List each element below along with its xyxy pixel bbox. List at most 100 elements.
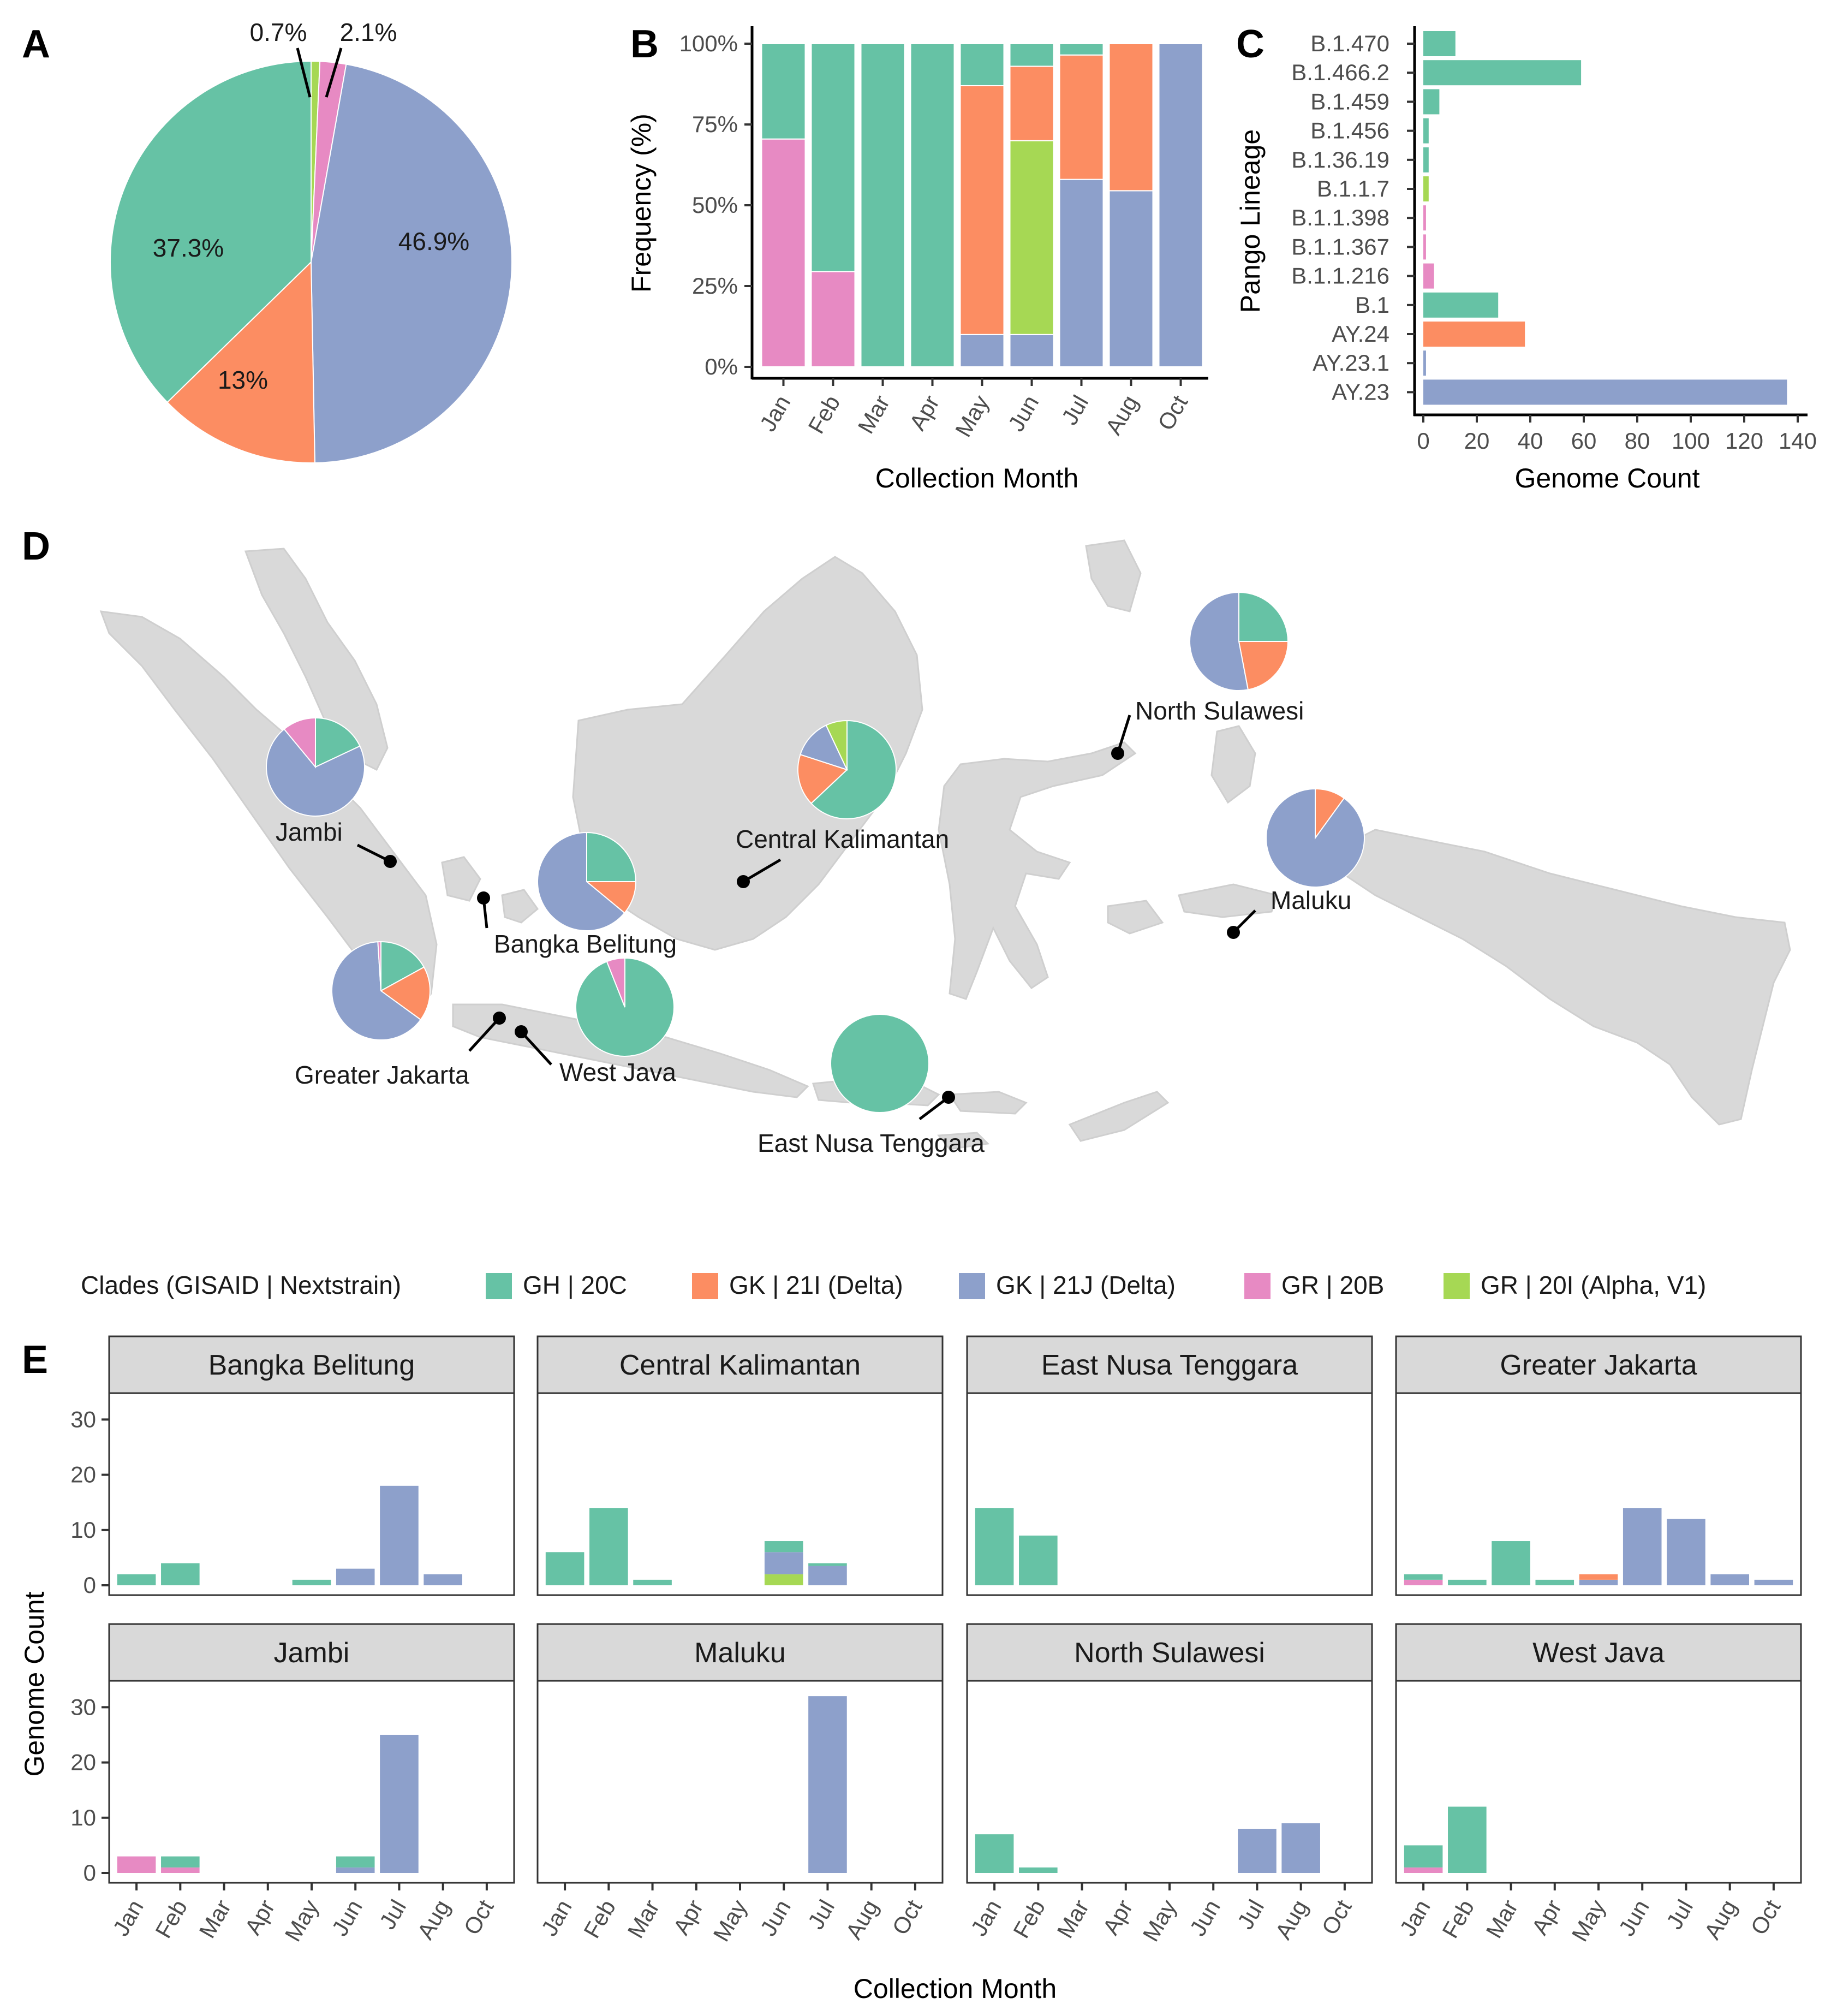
y-tick-b-1-36-19: B.1.36.19 [1291,147,1389,173]
x-tick-maluku-jan: Jan [536,1895,577,1940]
legend-swatch-gr-20i [1444,1273,1470,1299]
panel-letter-a: A [22,22,50,66]
y-tick-jambi-10: 10 [70,1805,96,1830]
facet-plot-area-greater-jakarta [1395,1392,1802,1596]
y-tick-b-1-466-2: B.1.466.2 [1291,60,1389,85]
facet-title-north-sulawesi: North Sulawesi [1074,1637,1265,1669]
bar-jan-gh-20c [761,43,806,140]
bar-mar-gh-20c [860,43,905,367]
facet-west-java: West Java Jan Feb Mar Apr May Jun Jul Aug Oct [1394,1623,1802,1946]
x-tick-60: 60 [1571,428,1597,454]
map-region-jambi: Jambi [266,717,397,868]
land-papua [1330,829,1791,1126]
facet-east-nusa-tenggara: East Nusa Tenggara [966,1335,1373,1596]
facet-title-maluku: Maluku [694,1637,786,1669]
x-tick-maluku-aug: Aug [840,1895,883,1943]
legend-swatch-gr-20b [1244,1273,1271,1299]
bar-feb-gh-20c [810,43,856,272]
bar-jul-gk-21j-delta [1059,179,1104,367]
x-tick-maluku-jun: Jun [755,1895,796,1940]
maluku-marker [1227,926,1240,939]
pie-label-37-3: 37.3% [153,234,224,262]
bar-ay-23 [1423,379,1787,405]
facet-jambi: Jambi Jan Feb Mar Apr May Jun Jul Aug Oct 0 10 20 30 [70,1623,515,1946]
panel-b-stacked-bar-chart: Jan Feb Mar Apr May Jun Jul Aug Oct 0% 25% 50% 75% 10… [626,26,1208,493]
land-flores [948,1091,1028,1115]
bar-north-sulawesi-aug-gk-21j-delta [1281,1823,1320,1873]
bar-b-1-456 [1423,118,1429,144]
x-tick-north-sulawesi-feb: Feb [1008,1895,1050,1942]
facet-strip-central-kalimantan [536,1335,944,1394]
x-tick-jambi-oct: Oct [458,1895,499,1939]
land-halmahera [1210,725,1256,804]
greater-jakarta-leader [468,1017,500,1052]
y-tick-bangka-belitung-10: 10 [70,1517,96,1543]
greater-jakarta-label: Greater Jakarta [295,1061,469,1089]
land-malay-peninsula [244,548,389,771]
panel-e-x-axis-title: Collection Month [854,1973,1057,2004]
east-nusa-tenggara-label: East Nusa Tenggara [758,1129,985,1157]
bar-jul-gh-20c [1059,43,1104,56]
west-java-label: West Java [559,1058,676,1086]
map-pie-west-java-slice-gr-20b [606,957,625,1008]
bar-greater-jakarta-oct-gk-21j-delta [1754,1579,1793,1585]
map-pie-greater-jakarta-slice-gk-21i-delta [380,966,431,1021]
facet-strip-maluku [536,1623,944,1682]
panel-b-x-axis-title: Collection Month [875,463,1078,493]
panel-a-labels: 0.7% 2.1% 46.9% 13% 37.3% [153,18,469,394]
bar-jambi-feb-gr-20b [161,1867,200,1873]
map-pie-greater-jakarta-slice-gk-21j-delta [331,941,422,1040]
legend-swatch-gh-20c [486,1273,512,1299]
x-tick-100: 100 [1672,428,1710,454]
central-kalimantan-label: Central Kalimantan [736,825,949,853]
bar-b-1-470 [1423,31,1456,56]
x-tick-jambi-mar: Mar [194,1895,236,1942]
x-tick-maluku-apr: Apr [668,1895,708,1939]
facet-north-sulawesi: North Sulawesi Jan Feb Mar Apr May Jun Jul Aug Oc… [965,1623,1373,1946]
facet-plot-area-bangka-belitung [108,1392,515,1596]
x-tick-west-java-apr: Apr [1526,1895,1566,1939]
y-tick-b-1-470: B.1.470 [1310,31,1389,56]
indonesia-land [99,539,1791,1150]
land-sumatra [99,610,438,1016]
bangka-belitung-label: Bangka Belitung [494,930,677,958]
land-sulawesi [938,741,1137,1000]
bar-greater-jakarta-jul-gk-21j-delta [1667,1519,1705,1585]
map-pie-central-kalimantan-slice-gh-20c [810,719,897,819]
panel-a-pie-chart [110,60,512,463]
x-tick-west-java-oct: Oct [1745,1895,1786,1939]
bar-central-kalimantan-jun-gr-20i-alpha-v1 [764,1574,803,1585]
x-tick-jun: Jun [1003,391,1044,436]
bar-east-nusa-tenggara-jan-gh-20c [975,1508,1014,1585]
x-tick-jambi-aug: Aug [412,1895,455,1943]
legend-title: Clades (GISAID | Nextstrain) [81,1271,401,1299]
bar-jambi-feb-gh-20c [161,1856,200,1868]
bangka-belitung-marker [477,891,490,905]
bar-bangka-belitung-aug-gk-21j-delta [424,1574,462,1585]
pie-a-slice-gk-21j-delta [310,63,512,463]
bar-b-1 [1423,292,1499,318]
x-tick-maluku-mar: Mar [622,1895,664,1942]
west-java-leader [520,1031,552,1066]
bar-bangka-belitung-feb-gh-20c [161,1563,200,1585]
bar-greater-jakarta-feb-gh-20c [1448,1579,1487,1585]
panel-e-faceted-bar-chart: Bangka Belitung 0 10 20 30 Central Kalimantan… [70,1335,1802,1946]
facet-title-bangka-belitung: Bangka Belitung [208,1349,415,1381]
x-tick-north-sulawesi-jan: Jan [965,1895,1006,1940]
x-tick-north-sulawesi-apr: Apr [1098,1895,1137,1939]
panel-b-bars [761,43,1203,367]
facet-central-kalimantan: Central Kalimantan [536,1335,944,1596]
land-belitung [501,889,539,924]
x-tick-north-sulawesi-jul: Jul [1232,1895,1269,1934]
land-bangka [441,856,481,902]
bar-jambi-jul-gk-21j-delta [380,1734,419,1873]
central-kalimantan-leader [742,858,782,883]
north-sulawesi-leader [1116,715,1131,754]
land-sumba [937,1132,990,1150]
x-tick-west-java-jan: Jan [1394,1895,1435,1940]
land-seram [1178,883,1278,918]
map-pie-jambi-slice-gk-21j-delta [266,728,365,817]
panel-c-ticks: B.1.470 B.1.466.2 B.1.459 B.1.456 B.1.36.19 B… [1291,31,1817,454]
bar-bangka-belitung-jul-gk-21j-delta [380,1485,419,1585]
bar-west-java-feb-gh-20c [1448,1806,1487,1873]
